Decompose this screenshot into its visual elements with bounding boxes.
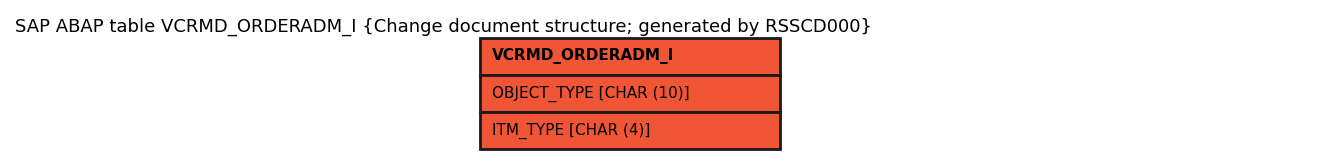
FancyBboxPatch shape [480, 112, 780, 149]
Text: SAP ABAP table VCRMD_ORDERADM_I {Change document structure; generated by RSSCD00: SAP ABAP table VCRMD_ORDERADM_I {Change … [15, 18, 872, 36]
FancyBboxPatch shape [480, 38, 780, 75]
Text: VCRMD_ORDERADM_I: VCRMD_ORDERADM_I [492, 49, 675, 65]
Text: ITM_TYPE [CHAR (4)]: ITM_TYPE [CHAR (4)] [492, 122, 650, 139]
FancyBboxPatch shape [480, 75, 780, 112]
Text: OBJECT_TYPE [CHAR (10)]: OBJECT_TYPE [CHAR (10)] [492, 85, 689, 102]
